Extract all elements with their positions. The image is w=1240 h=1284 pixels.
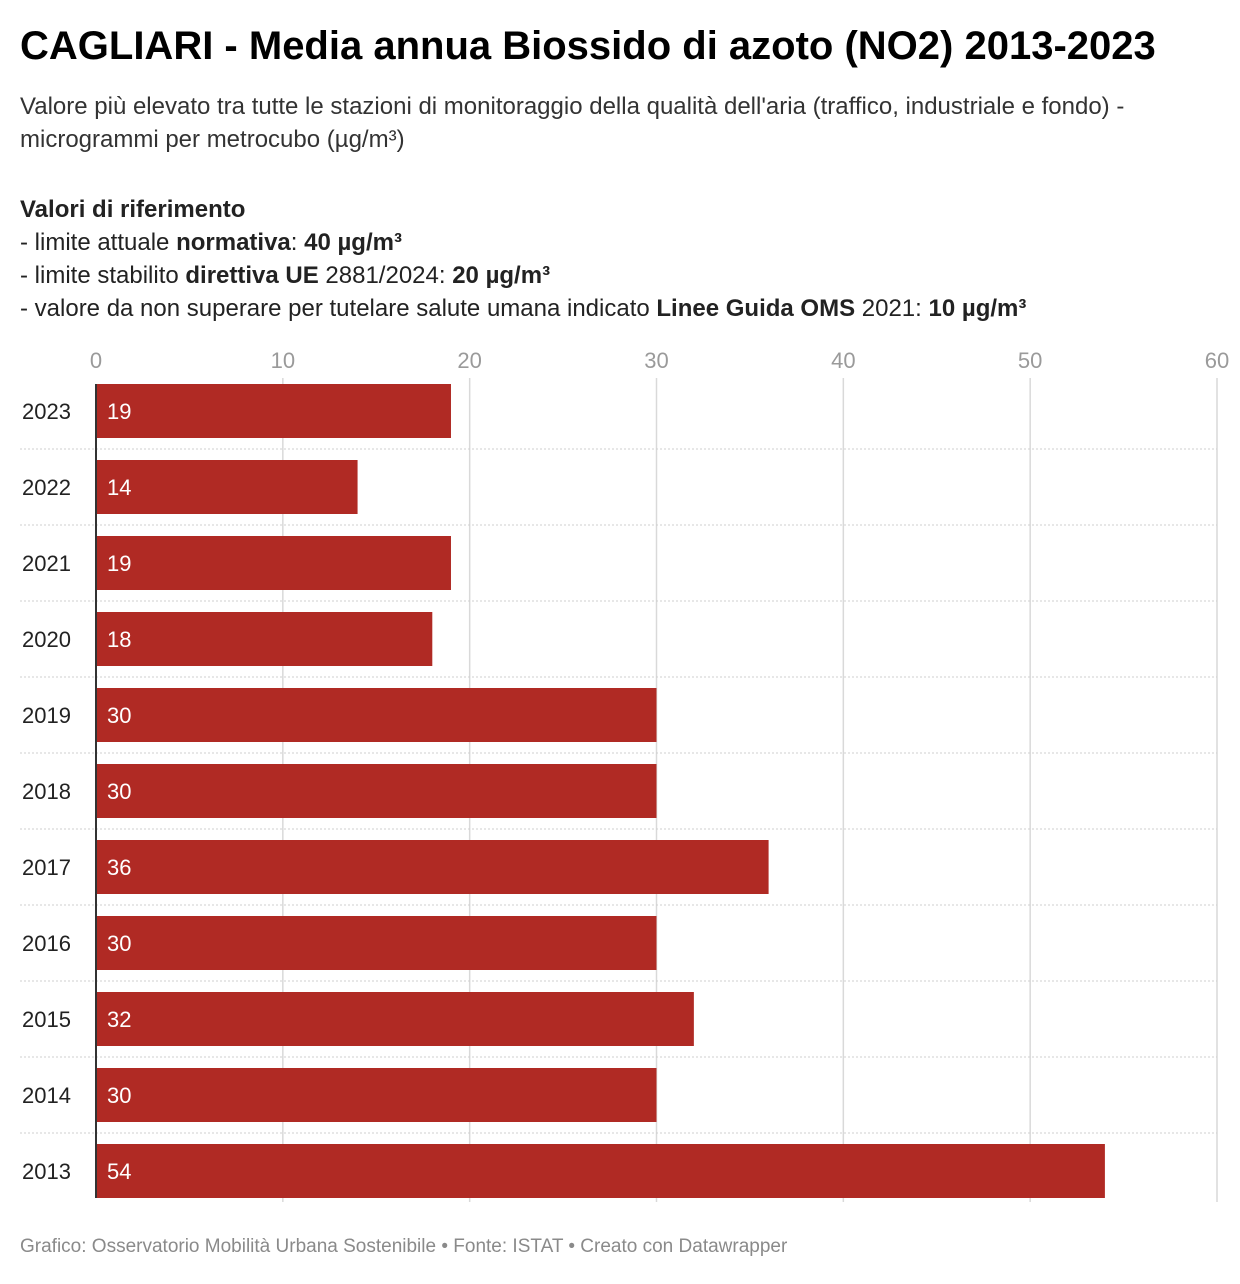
category-label: 2017 — [22, 855, 71, 880]
category-label: 2018 — [22, 779, 71, 804]
reference-line-bold: Linee Guida OMS — [656, 295, 856, 322]
y-axis-categories: 2023 2022 2021 2020 2019 2018 2017 2016 2015 2014… — [22, 399, 71, 1184]
value-label: 14 — [107, 475, 131, 500]
bar — [96, 1068, 657, 1122]
category-label: 2016 — [22, 931, 71, 956]
category-label: 2014 — [22, 1083, 71, 1108]
category-label: 2021 — [22, 551, 71, 576]
category-label: 2019 — [22, 703, 71, 728]
category-label: 2020 — [22, 627, 71, 652]
value-label: 36 — [107, 855, 131, 880]
value-label: 19 — [107, 399, 131, 424]
category-label: 2013 — [22, 1159, 71, 1184]
value-label: 30 — [107, 931, 131, 956]
reference-line-mid: : — [290, 229, 305, 256]
reference-heading: Valori di riferimento — [20, 196, 246, 223]
reference-line-bold: normativa — [176, 229, 291, 256]
bar — [96, 840, 769, 894]
value-label: 54 — [107, 1159, 131, 1184]
value-label: 30 — [107, 703, 131, 728]
reference-line-prefix: - limite attuale — [20, 229, 177, 256]
x-tick-label: 30 — [644, 348, 668, 373]
bar — [96, 992, 694, 1046]
category-label: 2015 — [22, 1007, 71, 1032]
bar — [96, 916, 657, 970]
value-label: 18 — [107, 627, 131, 652]
reference-line-value: 20 µg/m³ — [452, 262, 551, 289]
chart-title: CAGLIARI - Media annua Biossido di azoto… — [20, 24, 1156, 68]
x-tick-label: 40 — [831, 348, 855, 373]
bar-chart: 0 10 20 30 40 50 60 20232022202120202019201820… — [20, 348, 1229, 1202]
bar — [96, 384, 451, 438]
row-dividers — [20, 448, 1217, 1134]
chart-subtitle: Valore più elevato tra tutte le stazioni… — [20, 93, 1125, 153]
bar — [96, 612, 433, 666]
bar — [96, 1144, 1105, 1198]
value-label: 19 — [107, 551, 131, 576]
x-tick-label: 20 — [457, 348, 481, 373]
value-labels: 19 14 19 18 30 30 36 30 32 30 54 — [107, 399, 131, 1184]
reference-line-mid: 2881/2024: — [318, 262, 453, 289]
bars — [96, 384, 1105, 1198]
reference-line-bold: direttiva UE — [185, 262, 319, 289]
bar — [96, 764, 657, 818]
reference-line-direttiva: - limite stabilito direttiva UE 2881/202… — [20, 259, 1225, 292]
reference-line-oms: - valore da non superare per tutelare sa… — [20, 292, 1225, 325]
bar — [96, 536, 451, 590]
x-tick-label: 10 — [271, 348, 295, 373]
value-label: 30 — [107, 1083, 131, 1108]
reference-line-prefix: - limite stabilito — [20, 262, 186, 289]
value-label: 32 — [107, 1007, 131, 1032]
x-axis-ticks: 0 10 20 30 40 50 60 — [90, 348, 1229, 373]
reference-line-prefix: - valore da non superare per tutelare sa… — [20, 295, 657, 322]
x-tick-label: 50 — [1018, 348, 1042, 373]
bar — [96, 460, 358, 514]
reference-line-value: 40 µg/m³ — [304, 229, 402, 256]
reference-line-mid: 2021: — [855, 295, 929, 322]
reference-line-value: 10 µg/m³ — [928, 295, 1027, 322]
bar — [96, 688, 657, 742]
reference-line-normativa: - limite attuale normativa: 40 µg/m³ — [20, 226, 1225, 259]
x-tick-label: 60 — [1205, 348, 1229, 373]
value-label: 30 — [107, 779, 131, 804]
category-label: 2023 — [22, 399, 71, 424]
reference-values: Valori di riferimento - limite attuale n… — [20, 193, 1225, 325]
chart-footer: Grafico: Osservatorio Mobilità Urbana So… — [20, 1236, 788, 1257]
category-label: 2022 — [22, 475, 71, 500]
x-tick-label: 0 — [90, 348, 102, 373]
